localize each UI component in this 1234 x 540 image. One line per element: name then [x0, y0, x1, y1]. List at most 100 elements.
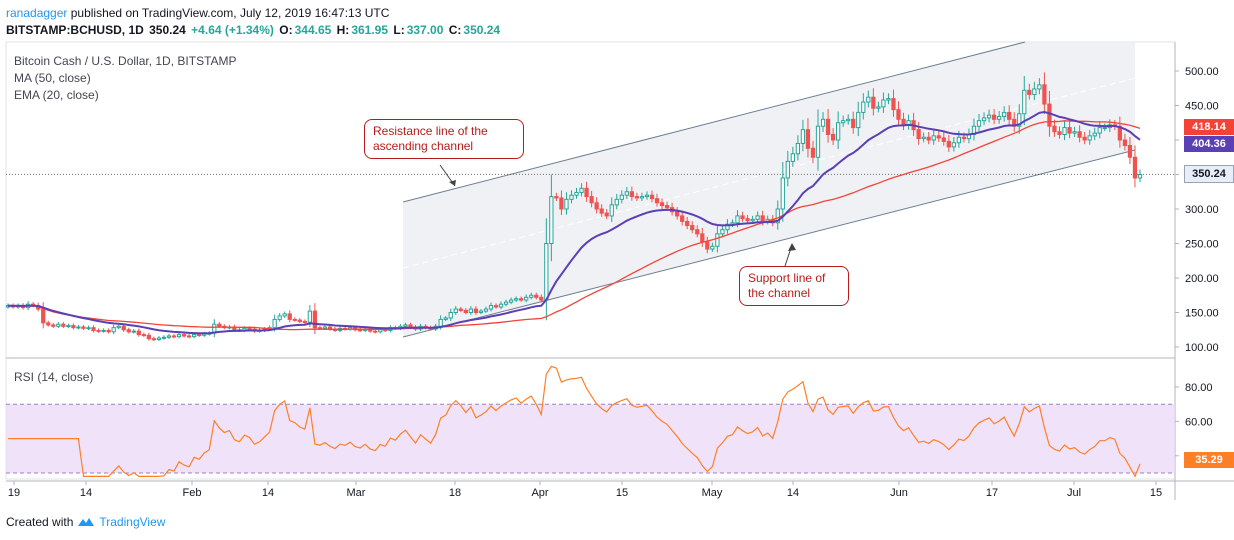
candle-body — [96, 329, 101, 332]
price-tick-label: 300.00 — [1185, 204, 1219, 216]
candle-body — [976, 120, 982, 127]
rsi-legend[interactable]: RSI (14, close) — [14, 370, 94, 384]
candle-body — [81, 326, 86, 329]
time-tick-label: Apr — [531, 487, 548, 499]
candle-body — [1097, 127, 1102, 134]
candle-body — [247, 327, 252, 330]
candle-body — [876, 106, 881, 109]
price-tick-label: 450.00 — [1185, 101, 1219, 113]
candle-body — [680, 215, 685, 222]
candle-body — [951, 142, 956, 148]
candle-body — [181, 334, 187, 337]
candle-body — [156, 337, 162, 340]
candle-body — [569, 194, 574, 200]
candle-body — [307, 310, 313, 323]
candle-body — [659, 202, 665, 207]
candle-body — [1137, 174, 1143, 179]
candle-body — [644, 194, 650, 198]
candle-body — [282, 313, 287, 317]
candle-body — [1037, 84, 1042, 90]
ma-line — [7, 120, 1141, 331]
candle-body — [861, 101, 866, 113]
resistance-arrowhead — [449, 180, 456, 186]
tradingview-brand-link[interactable]: TradingView — [99, 515, 166, 529]
candle-body — [46, 322, 51, 326]
candle-body — [835, 122, 841, 141]
candle-body — [690, 225, 695, 231]
candle-body — [463, 309, 468, 313]
price-tick-label: 200.00 — [1185, 273, 1219, 285]
resistance-callout-text: Resistance line of the ascending channel — [373, 124, 488, 153]
candle-body — [825, 118, 831, 135]
candle-body — [1077, 131, 1082, 138]
candle-body — [176, 334, 182, 338]
candle-body — [941, 137, 946, 142]
time-tick-label: 14 — [80, 487, 92, 499]
candle-body — [51, 324, 56, 327]
candle-body — [810, 147, 816, 158]
candle-body — [56, 323, 61, 327]
published-text: published on TradingView.com, July 12, 2… — [70, 6, 390, 20]
candle-body — [986, 114, 992, 119]
candle-body — [468, 308, 473, 313]
candle-body — [197, 334, 202, 337]
candle-body — [483, 308, 489, 312]
candle-body — [815, 125, 821, 158]
time-tick-label: Mar — [347, 487, 366, 499]
candle-body — [272, 318, 277, 329]
candle-body — [604, 212, 609, 217]
candle-body — [760, 215, 765, 222]
candle-body — [1062, 127, 1067, 135]
candle-body — [564, 198, 569, 210]
candle-body — [846, 118, 851, 122]
candle-body — [1087, 135, 1092, 141]
open-label: O: — [279, 23, 293, 37]
candle-body — [710, 245, 715, 250]
ma-price-tag: 418.14 — [1184, 119, 1234, 135]
time-tick-label: May — [702, 487, 723, 499]
candle-body — [785, 160, 790, 179]
candle-body — [66, 325, 71, 328]
candle-body — [287, 313, 292, 320]
candle-body — [473, 308, 479, 313]
candle-body — [750, 218, 755, 222]
candle-body — [715, 233, 720, 247]
low-label: L: — [393, 23, 405, 37]
last-price: 350.24 — [149, 23, 186, 37]
candle-body — [685, 220, 690, 227]
price-tick-label: 150.00 — [1185, 308, 1219, 320]
candle-body — [956, 136, 962, 144]
time-tick-label: 14 — [262, 487, 274, 499]
candle-body — [171, 335, 177, 338]
candle-body — [866, 96, 871, 103]
candle-body — [453, 308, 458, 313]
candle-body — [936, 135, 941, 139]
time-tick-label: Jul — [1067, 487, 1081, 499]
candle-body — [378, 329, 383, 333]
candle-body — [579, 187, 584, 193]
candle-body — [705, 241, 710, 250]
author-link[interactable]: ranadagger — [6, 6, 68, 20]
candle-body — [800, 129, 806, 144]
legend-ema[interactable]: EMA (20, close) — [14, 88, 99, 102]
candle-body — [151, 338, 157, 341]
candle-body — [991, 114, 997, 120]
candle-body — [111, 327, 116, 333]
candle-body — [745, 218, 750, 222]
candle-body — [458, 308, 463, 311]
candle-body — [141, 334, 146, 337]
legend-ma[interactable]: MA (50, close) — [14, 71, 91, 85]
candle-body — [589, 196, 594, 204]
candle-body — [634, 196, 640, 199]
rsi-price-tag: 35.29 — [1184, 452, 1234, 468]
channel-fill — [403, 42, 1135, 337]
time-tick-label: Jun — [890, 487, 908, 499]
candle-body — [322, 326, 328, 329]
candle-body — [926, 136, 931, 141]
rsi-band — [6, 404, 1175, 473]
channel-midline — [402, 77, 1136, 269]
candle-body — [695, 229, 700, 235]
candle-body — [1042, 84, 1047, 105]
candle-body — [790, 153, 795, 162]
